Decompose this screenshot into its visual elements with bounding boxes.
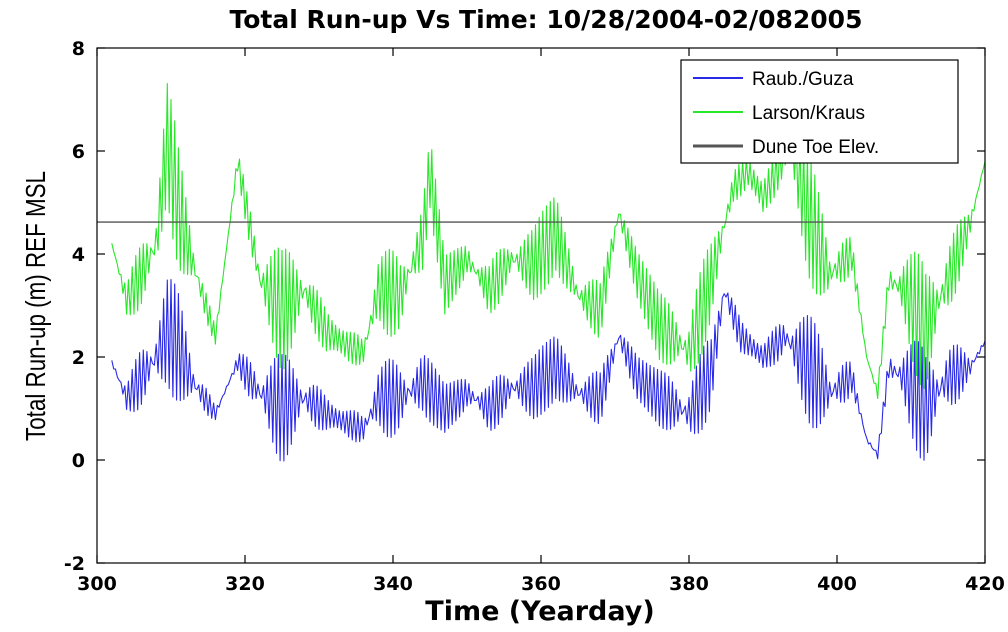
x-axis-label: Time (Yearday) bbox=[425, 596, 654, 627]
legend: Raub./Guza Larson/Kraus Dune Toe Elev. bbox=[680, 59, 959, 164]
x-tick-label: 380 bbox=[669, 573, 709, 595]
y-axis-label: Total Run-up (m) REF MSL bbox=[21, 171, 52, 441]
axes-layer: 300 320 340 360 380 400 420 -2 0 2 4 6 8 bbox=[64, 38, 1005, 595]
series-line-raub-guza bbox=[111, 278, 986, 462]
x-tick-label: 420 bbox=[965, 573, 1005, 595]
y-tick-label: 4 bbox=[72, 244, 85, 266]
legend-label-larson-kraus: Larson/Kraus bbox=[752, 103, 865, 124]
chart-title: Total Run-up Vs Time: 10/28/2004-02/0820… bbox=[230, 5, 863, 34]
y-tick-label: -2 bbox=[64, 553, 85, 575]
x-tick-label: 340 bbox=[373, 573, 413, 595]
y-tick-label: 8 bbox=[72, 38, 85, 60]
y-tick-label: 6 bbox=[72, 141, 85, 163]
x-tick-label: 320 bbox=[225, 573, 265, 595]
y-tick-label: 0 bbox=[72, 450, 85, 472]
series-line-larson-kraus bbox=[111, 82, 986, 400]
legend-label-dune-toe: Dune Toe Elev. bbox=[752, 137, 879, 158]
x-tick-label: 300 bbox=[77, 573, 117, 595]
y-tick-label: 2 bbox=[72, 347, 85, 369]
legend-label-raub-guza: Raub./Guza bbox=[752, 69, 854, 90]
x-tick-label: 360 bbox=[521, 573, 561, 595]
x-tick-label: 400 bbox=[817, 573, 857, 595]
series-layer bbox=[97, 82, 986, 462]
